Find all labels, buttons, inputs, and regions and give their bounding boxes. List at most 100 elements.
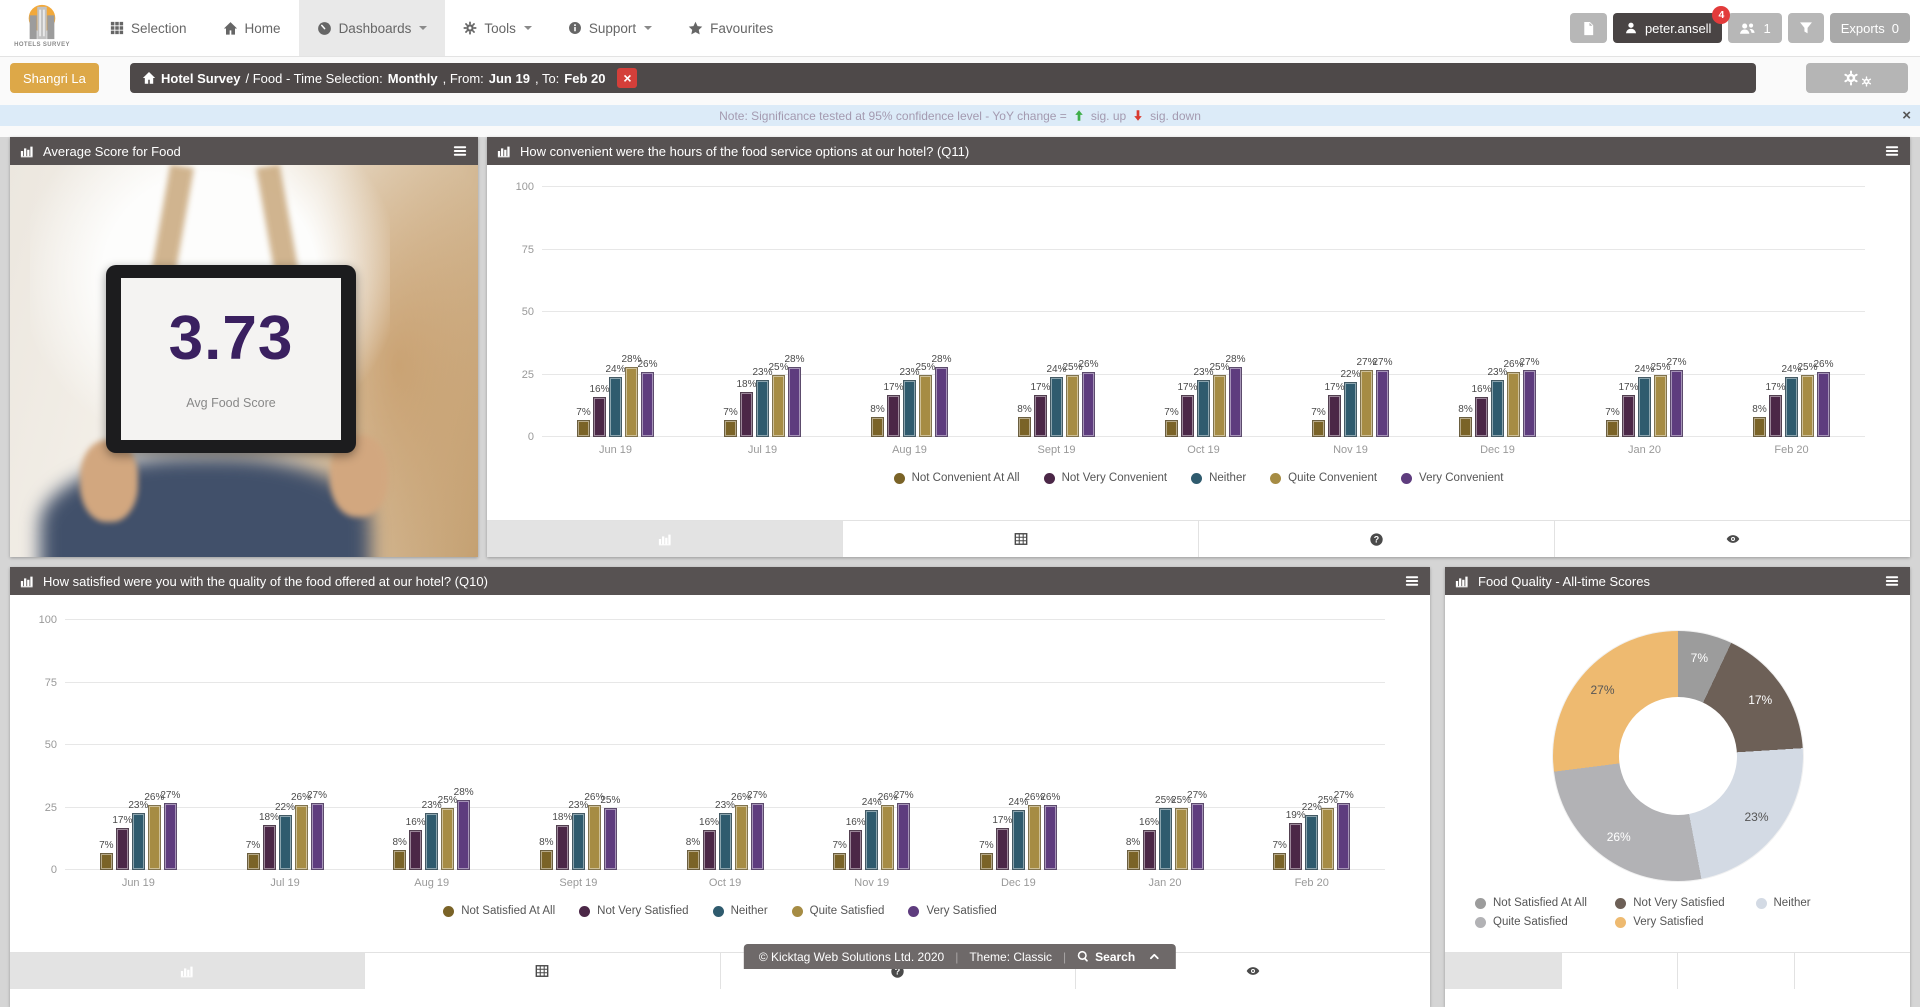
nav-item-home[interactable]: Home [205, 0, 299, 56]
bar[interactable] [310, 802, 324, 870]
legend-item[interactable]: Not Satisfied At All [443, 905, 555, 917]
bar[interactable] [995, 827, 1009, 870]
bar[interactable] [603, 807, 617, 870]
legend-item[interactable]: Quite Satisfied [1475, 916, 1615, 928]
bar[interactable] [1229, 367, 1242, 437]
bar[interactable] [919, 374, 932, 437]
bar[interactable] [897, 802, 911, 870]
bar[interactable] [1213, 374, 1226, 437]
tab-chart-view[interactable] [1445, 953, 1562, 989]
bar[interactable] [1158, 807, 1172, 870]
bar[interactable] [1475, 397, 1488, 437]
bar[interactable] [587, 805, 601, 870]
bar[interactable] [1523, 369, 1536, 437]
legend-item[interactable]: Very Satisfied [908, 905, 997, 917]
nav-item-tools[interactable]: Tools [445, 0, 550, 56]
bar[interactable] [1273, 852, 1287, 870]
footer-search-button[interactable]: Search [1077, 950, 1135, 964]
bar[interactable] [1360, 369, 1373, 437]
bar[interactable] [425, 812, 439, 870]
legend-item[interactable]: Quite Satisfied [791, 905, 884, 917]
bar[interactable] [1753, 417, 1766, 437]
close-icon[interactable]: × [1902, 107, 1911, 124]
bar[interactable] [294, 805, 308, 870]
bar[interactable] [903, 379, 916, 437]
bar[interactable] [1174, 807, 1188, 870]
legend-item[interactable]: Very Satisfied [1615, 916, 1755, 928]
bar[interactable] [1654, 374, 1667, 437]
nav-item-dashboards[interactable]: Dashboards [298, 0, 446, 56]
bar[interactable] [1491, 379, 1504, 437]
bar[interactable] [740, 392, 753, 437]
brand-logo[interactable]: HOTELS SURVEY [12, 3, 72, 48]
donut-ring[interactable]: 7% 17% 23% 26% 27% [1552, 631, 1803, 881]
bar[interactable] [849, 830, 863, 870]
bar[interactable] [1305, 815, 1319, 870]
group-button[interactable]: 1 [1728, 13, 1782, 43]
bar[interactable] [871, 417, 884, 437]
bar[interactable] [788, 367, 801, 437]
bar[interactable] [1289, 822, 1303, 870]
bar[interactable] [1376, 369, 1389, 437]
tab-table-view[interactable] [843, 521, 1199, 557]
bar[interactable] [1018, 417, 1031, 437]
bar[interactable] [115, 827, 129, 870]
bar[interactable] [625, 367, 638, 437]
bar[interactable] [1638, 377, 1651, 437]
bar[interactable] [1507, 372, 1520, 437]
bar[interactable] [593, 397, 606, 437]
bar[interactable] [686, 850, 700, 870]
bar[interactable] [750, 802, 764, 870]
bar[interactable] [1011, 810, 1025, 870]
bar[interactable] [772, 374, 785, 437]
tab-question-info[interactable]: ? [1199, 521, 1555, 557]
bar[interactable] [1197, 379, 1210, 437]
bar[interactable] [935, 367, 948, 437]
tab-chart-view[interactable] [487, 521, 843, 557]
bar[interactable] [1312, 419, 1325, 437]
panel-menu-button[interactable] [1884, 574, 1900, 588]
bar[interactable] [1817, 372, 1830, 437]
footer-collapse-button[interactable] [1148, 951, 1161, 962]
bar[interactable] [555, 825, 569, 870]
legend-item[interactable]: Not Very Convenient [1043, 472, 1167, 484]
bar[interactable] [457, 800, 471, 870]
bar[interactable] [1034, 394, 1047, 437]
panel-menu-button[interactable] [452, 144, 468, 158]
bar[interactable] [1670, 369, 1683, 437]
bar[interactable] [539, 850, 553, 870]
legend-item[interactable]: Neither [1191, 472, 1246, 484]
bar[interactable] [246, 852, 260, 870]
user-button[interactable]: peter.ansell 4 [1612, 6, 1731, 43]
exports-button[interactable]: Exports 0 [1829, 13, 1910, 43]
bar[interactable] [887, 394, 900, 437]
bar[interactable] [441, 807, 455, 870]
bar[interactable] [1622, 394, 1635, 437]
nav-item-favourites[interactable]: Favourites [670, 0, 791, 56]
bar[interactable] [1337, 802, 1351, 870]
bar[interactable] [1190, 802, 1204, 870]
legend-item[interactable]: Not Very Satisfied [1615, 897, 1755, 909]
bar[interactable] [702, 830, 716, 870]
nav-item-support[interactable]: Support [550, 0, 670, 56]
bar[interactable] [393, 850, 407, 870]
bar[interactable] [865, 810, 879, 870]
client-badge[interactable]: Shangri La [10, 63, 99, 93]
reports-button[interactable] [1569, 13, 1607, 43]
legend-item[interactable]: Neither [1755, 897, 1896, 909]
panel-menu-button[interactable] [1884, 144, 1900, 158]
bar[interactable] [1181, 394, 1194, 437]
bar[interactable] [1082, 372, 1095, 437]
legend-item[interactable]: Very Convenient [1401, 472, 1503, 484]
legend-item[interactable]: Not Very Satisfied [579, 905, 689, 917]
legend-item[interactable]: Not Convenient At All [893, 472, 1020, 484]
bar[interactable] [1066, 374, 1079, 437]
tab-chart-view[interactable] [10, 953, 366, 989]
tab-preview[interactable] [1795, 953, 1911, 989]
bar[interactable] [577, 419, 590, 437]
bar[interactable] [1321, 807, 1335, 870]
tab-preview[interactable] [1555, 521, 1910, 557]
legend-item[interactable]: Neither [712, 905, 768, 917]
bar[interactable] [571, 812, 585, 870]
remove-filter-button[interactable]: × [617, 68, 638, 88]
